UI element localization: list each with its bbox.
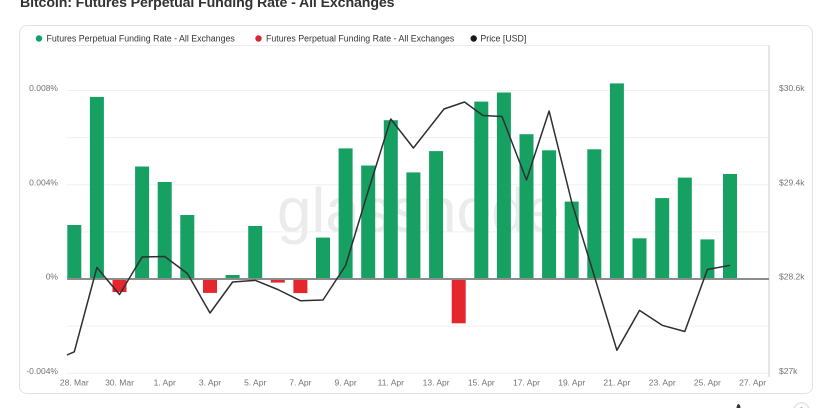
svg-text:0%: 0%: [46, 272, 59, 282]
svg-text:Futures Perpetual Funding Rate: Futures Perpetual Funding Rate - All Exc…: [266, 34, 455, 44]
svg-text:11. Apr: 11. Apr: [378, 378, 404, 388]
svg-text:30. Mar: 30. Mar: [105, 378, 134, 388]
svg-text:Price [USD]: Price [USD]: [480, 34, 526, 44]
svg-text:3. Apr: 3. Apr: [199, 378, 221, 388]
svg-text:0.004%: 0.004%: [29, 177, 58, 187]
svg-text:1. Apr: 1. Apr: [154, 378, 176, 388]
svg-text:-0.004%: -0.004%: [26, 366, 58, 376]
svg-text:$29.4k: $29.4k: [779, 177, 805, 187]
svg-text:$27k: $27k: [779, 366, 798, 376]
svg-text:7. Apr: 7. Apr: [289, 378, 311, 388]
svg-text:$28.2k: $28.2k: [779, 272, 805, 282]
svg-text:15. Apr: 15. Apr: [468, 378, 495, 388]
svg-text:21. Apr: 21. Apr: [603, 378, 630, 388]
svg-text:$30.6k: $30.6k: [779, 83, 805, 93]
svg-text:Futures Perpetual Funding Rate: Futures Perpetual Funding Rate - All Exc…: [47, 34, 236, 44]
svg-text:25. Apr: 25. Apr: [694, 378, 721, 388]
svg-text:13. Apr: 13. Apr: [423, 378, 450, 388]
svg-text:17. Apr: 17. Apr: [513, 378, 540, 388]
svg-text:27. Apr: 27. Apr: [739, 378, 766, 388]
svg-text:19. Apr: 19. Apr: [558, 378, 585, 388]
svg-text:28. Mar: 28. Mar: [60, 378, 89, 388]
svg-text:0.008%: 0.008%: [29, 83, 58, 93]
svg-text:5. Apr: 5. Apr: [244, 378, 266, 388]
svg-text:23. Apr: 23. Apr: [649, 378, 676, 388]
svg-text:9. Apr: 9. Apr: [334, 378, 356, 388]
